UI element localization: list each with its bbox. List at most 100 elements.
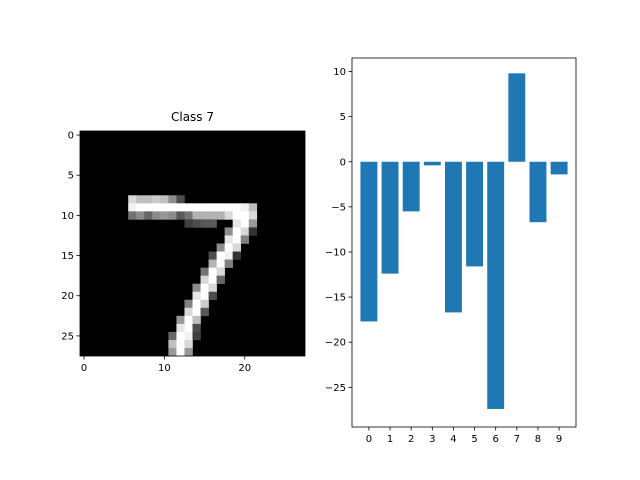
digit-pixel <box>192 315 201 325</box>
digit-pixel <box>224 203 233 212</box>
bar-x-tick-label: 4 <box>450 434 456 445</box>
digit-pixel <box>248 203 258 212</box>
bar-x-tick-label: 8 <box>535 434 541 445</box>
digit-pixel <box>168 211 177 220</box>
digit-pixel <box>208 219 217 228</box>
bar-x-tick-label: 9 <box>556 434 562 445</box>
digit-pixel <box>136 195 145 204</box>
digit-pixel <box>184 331 193 341</box>
image-x-tick-label: 10 <box>158 363 171 374</box>
bar-y-tick-label: 5 <box>340 112 346 123</box>
digit-pixel <box>144 195 153 204</box>
digit-pixel <box>200 307 209 317</box>
digit-pixel <box>240 203 250 212</box>
digit-pixel <box>176 315 185 325</box>
bar-x-tick-label: 3 <box>429 434 435 445</box>
image-x-tick-label: 0 <box>81 363 87 374</box>
digit-pixel <box>176 203 185 212</box>
digit-pixel <box>168 339 177 349</box>
digit-pixel <box>192 323 201 333</box>
image-y-tick-label: 5 <box>68 171 74 182</box>
digit-pixel <box>208 291 217 301</box>
image-x-ticks: 0 10 20 <box>81 356 251 374</box>
bar-y-tick-label: 0 <box>340 157 346 168</box>
digit-pixel <box>168 203 177 212</box>
image-y-ticks: 0 5 10 15 20 25 <box>61 131 80 342</box>
digit-pixel <box>216 259 225 268</box>
bar-y-tick-label: −20 <box>325 338 346 349</box>
bar-y-tick-label: −25 <box>325 383 346 394</box>
digit-pixel <box>216 267 225 276</box>
digit-pixel <box>184 203 193 212</box>
digit-pixel <box>144 203 153 212</box>
digit-pixel <box>176 195 185 204</box>
image-x-tick-label: 20 <box>238 363 251 374</box>
digit-pixel <box>224 211 233 220</box>
digit-pixel <box>216 243 225 252</box>
bar-9 <box>550 161 568 175</box>
digit-pixel <box>160 211 169 220</box>
bar-8 <box>529 161 547 223</box>
bar-4 <box>444 161 462 313</box>
digit-pixel <box>152 211 161 220</box>
digit-pixel <box>216 251 225 260</box>
digit-pixel <box>192 307 201 317</box>
digit-pixel <box>192 203 201 212</box>
digit-pixel-grid <box>80 131 305 357</box>
bar-0 <box>360 161 378 322</box>
digit-pixel <box>200 203 209 212</box>
digit-pixel <box>192 283 201 293</box>
digit-pixel <box>208 211 217 220</box>
image-title: Class 7 <box>171 110 214 124</box>
digit-pixel <box>184 211 193 220</box>
digit-pixel <box>240 211 250 220</box>
digit-pixel <box>200 275 209 284</box>
digit-pixel <box>192 331 201 341</box>
digit-pixel <box>184 315 193 325</box>
bar-3 <box>423 161 441 166</box>
digit-pixel <box>136 211 145 220</box>
digit-pixel <box>224 259 233 268</box>
digit-pixel <box>192 291 201 301</box>
digit-pixel <box>128 211 137 220</box>
bar-2 <box>402 161 420 212</box>
digit-pixel <box>232 243 242 252</box>
digit-pixel <box>192 219 201 228</box>
image-y-tick-label: 15 <box>61 251 74 262</box>
digit-image-panel: Class 7 0 10 20 0 5 10 15 20 25 <box>61 110 306 374</box>
bar-6 <box>487 161 505 409</box>
digit-pixel <box>152 195 161 204</box>
bar-x-ticks: 0 1 2 3 4 5 6 7 8 9 <box>366 427 562 445</box>
digit-pixel <box>224 243 233 252</box>
digit-pixel <box>168 331 177 341</box>
digit-pixel <box>208 267 217 276</box>
digit-pixel <box>208 259 217 268</box>
digit-pixel <box>192 211 201 220</box>
digit-pixel <box>176 339 185 349</box>
bar-x-tick-label: 7 <box>514 434 520 445</box>
digit-pixel <box>232 227 242 236</box>
digit-pixel <box>200 291 209 301</box>
digit-pixel <box>224 227 233 236</box>
digit-pixel <box>224 251 233 260</box>
digit-pixel <box>176 211 185 220</box>
image-y-tick-label: 20 <box>61 291 74 302</box>
bar-x-tick-label: 6 <box>493 434 499 445</box>
image-y-tick-label: 10 <box>61 211 74 222</box>
digit-pixel <box>248 211 258 220</box>
digit-pixel <box>240 219 250 228</box>
digit-pixel <box>184 339 193 349</box>
digit-pixel <box>136 203 145 212</box>
digit-pixel <box>200 299 209 309</box>
digit-pixel <box>184 347 193 357</box>
image-y-tick-label: 0 <box>68 131 74 142</box>
digit-pixel <box>248 219 258 228</box>
digit-pixel <box>232 211 242 220</box>
digit-pixel <box>216 203 225 212</box>
digit-pixel <box>232 203 242 212</box>
digit-pixel <box>160 203 169 212</box>
bar-x-tick-label: 0 <box>366 434 372 445</box>
digit-pixel <box>200 211 209 220</box>
bar-y-tick-label: −15 <box>325 293 346 304</box>
